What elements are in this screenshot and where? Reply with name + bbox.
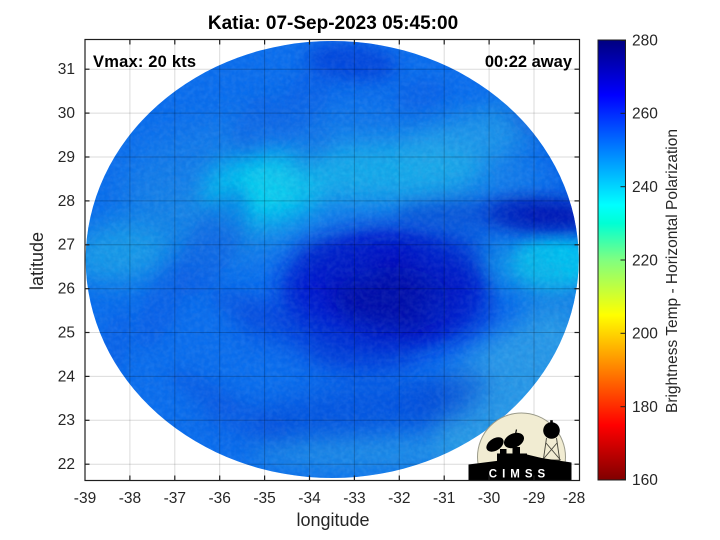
svg-text:-33: -33	[343, 490, 365, 507]
svg-text:longitude: longitude	[296, 510, 369, 530]
svg-text:-37: -37	[164, 490, 186, 507]
svg-text:26: 26	[58, 281, 75, 298]
svg-text:27: 27	[58, 237, 75, 254]
svg-text:-35: -35	[253, 490, 275, 507]
svg-text:30: 30	[58, 105, 76, 122]
svg-text:-32: -32	[388, 490, 410, 507]
svg-text:Katia: 07-Sep-2023 05:45:00: Katia: 07-Sep-2023 05:45:00	[208, 13, 458, 34]
svg-text:-34: -34	[298, 490, 321, 507]
svg-text:180: 180	[632, 399, 658, 416]
svg-text:-28: -28	[563, 490, 585, 507]
svg-text:-30: -30	[478, 490, 501, 507]
svg-text:160: 160	[632, 472, 658, 489]
svg-text:latitude: latitude	[27, 232, 47, 290]
svg-text:-31: -31	[433, 490, 455, 507]
svg-text:-39: -39	[74, 490, 96, 507]
svg-text:280: 280	[632, 32, 658, 49]
svg-text:-38: -38	[119, 490, 141, 507]
svg-text:25: 25	[58, 324, 75, 341]
svg-text:24: 24	[58, 368, 76, 385]
svg-text:00:22 away: 00:22 away	[485, 53, 573, 71]
svg-text:CIMSS: CIMSS	[489, 469, 550, 481]
svg-text:31: 31	[58, 61, 75, 78]
svg-text:29: 29	[58, 149, 75, 166]
svg-text:28: 28	[58, 193, 75, 210]
svg-text:-36: -36	[208, 490, 230, 507]
svg-text:22: 22	[58, 456, 75, 473]
svg-text:23: 23	[58, 412, 75, 429]
svg-text:260: 260	[632, 106, 658, 123]
svg-text:Vmax: 20 kts: Vmax: 20 kts	[93, 53, 196, 71]
svg-text:220: 220	[632, 252, 658, 269]
svg-text:240: 240	[632, 179, 658, 196]
svg-text:-29: -29	[523, 490, 545, 507]
svg-text:Brightness Temp - Horizontal P: Brightness Temp - Horizontal Polarizatio…	[664, 129, 681, 413]
svg-text:200: 200	[632, 326, 658, 343]
